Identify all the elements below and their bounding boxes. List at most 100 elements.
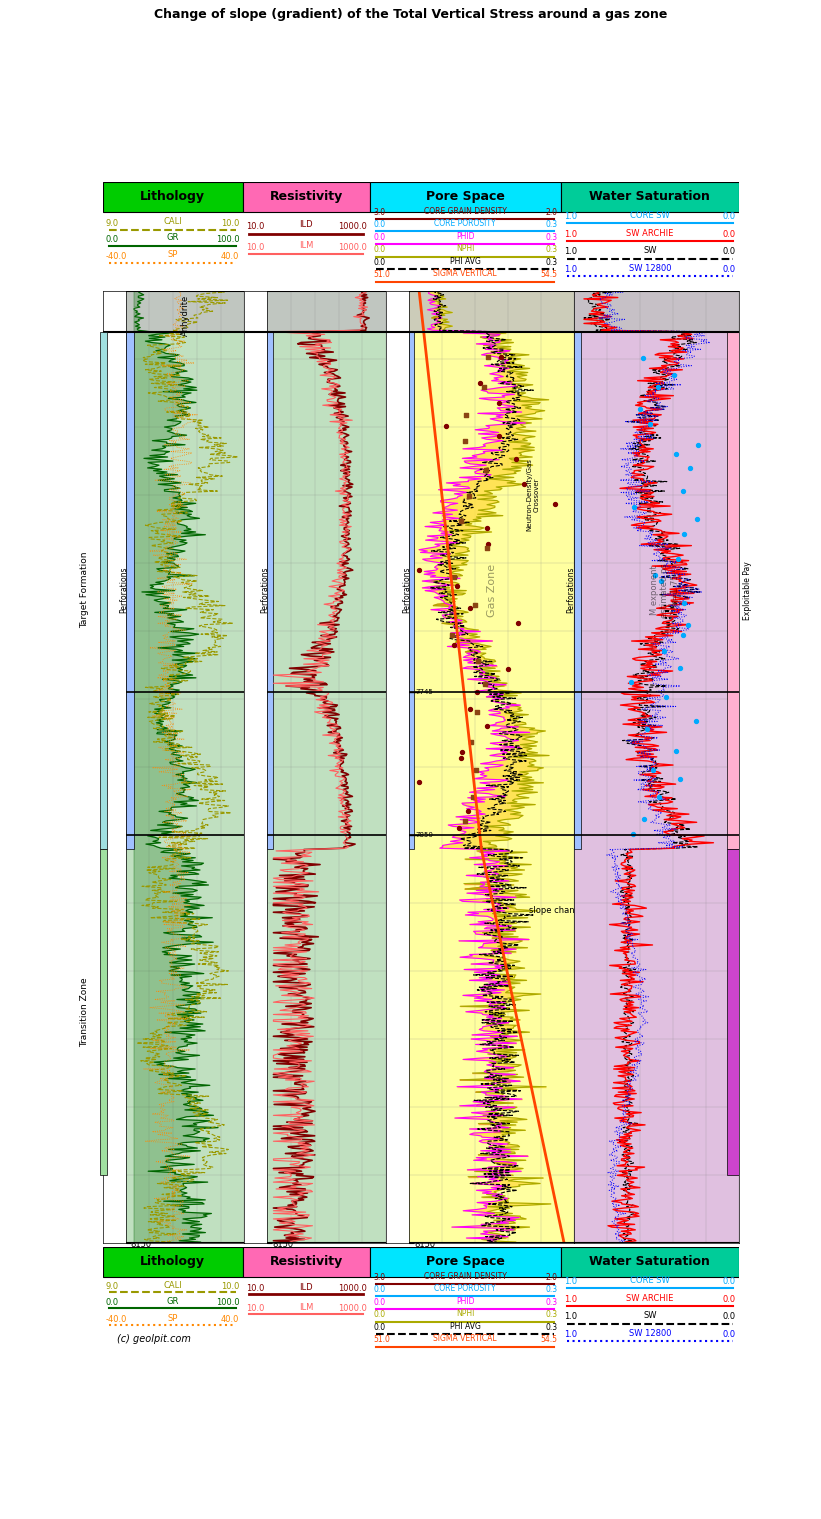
- Text: 40.0: 40.0: [221, 1314, 240, 1323]
- Point: [481, 532, 494, 556]
- Text: GR: GR: [167, 232, 179, 242]
- Bar: [243, 182, 370, 211]
- Point: [671, 547, 684, 571]
- Text: 0.0: 0.0: [373, 1285, 385, 1294]
- Point: [633, 396, 646, 421]
- Point: [677, 591, 690, 615]
- Bar: [99, 331, 107, 849]
- Text: 3.0: 3.0: [373, 1273, 385, 1282]
- Text: 0.0: 0.0: [722, 211, 736, 220]
- Text: Resistivity: Resistivity: [269, 190, 343, 204]
- Text: -40.0: -40.0: [106, 252, 127, 261]
- Point: [674, 656, 687, 681]
- Text: Perforations: Perforations: [402, 567, 411, 614]
- Text: 1.0: 1.0: [564, 229, 577, 238]
- Point: [480, 516, 493, 541]
- Text: 3.0: 3.0: [373, 208, 385, 217]
- Text: 100.0: 100.0: [216, 1297, 240, 1306]
- Text: 0.3: 0.3: [545, 1311, 557, 1320]
- Point: [469, 594, 482, 618]
- Bar: [727, 331, 739, 849]
- Text: 0.3: 0.3: [545, 246, 557, 254]
- Point: [463, 595, 476, 620]
- Text: 100.0: 100.0: [216, 235, 240, 245]
- Text: Anhydrite: Anhydrite: [181, 295, 190, 336]
- Point: [646, 758, 659, 782]
- Text: SW 12800: SW 12800: [629, 264, 671, 273]
- Point: [458, 810, 471, 834]
- Text: CORE SW: CORE SW: [630, 1276, 670, 1285]
- Point: [626, 822, 640, 846]
- Text: Water Saturation: Water Saturation: [589, 1256, 710, 1268]
- Point: [460, 403, 473, 427]
- Text: 7745: 7745: [415, 690, 433, 696]
- Text: 0.0: 0.0: [373, 1311, 385, 1320]
- Point: [450, 573, 463, 597]
- Bar: [561, 1247, 739, 1276]
- Text: SW: SW: [643, 246, 657, 255]
- Text: CORE POROSITY: CORE POROSITY: [434, 219, 496, 228]
- Point: [637, 346, 650, 371]
- Text: Gas Zone: Gas Zone: [487, 564, 497, 617]
- Text: ILM: ILM: [299, 1303, 314, 1312]
- Text: 10.0: 10.0: [245, 1284, 264, 1293]
- Text: (c) geolpit.com: (c) geolpit.com: [117, 1334, 190, 1343]
- Point: [548, 491, 562, 515]
- Text: 2.0: 2.0: [546, 1273, 557, 1282]
- Text: 10.0: 10.0: [221, 219, 240, 228]
- Point: [652, 375, 665, 399]
- Point: [470, 700, 483, 725]
- Text: 0.0: 0.0: [722, 266, 736, 275]
- Text: 0.0: 0.0: [373, 220, 385, 229]
- Text: 0.3: 0.3: [545, 1323, 557, 1332]
- Text: Resistivity: Resistivity: [269, 1256, 343, 1268]
- Text: SP: SP: [167, 1314, 178, 1323]
- Point: [469, 758, 482, 782]
- Point: [625, 670, 638, 694]
- Point: [479, 459, 493, 483]
- Text: PHID: PHID: [456, 232, 475, 240]
- Text: Target Formation: Target Formation: [80, 551, 89, 629]
- Text: PHI AVG: PHI AVG: [450, 1322, 481, 1331]
- Text: Exploitable Pay: Exploitable Pay: [743, 561, 752, 620]
- Point: [652, 785, 665, 810]
- Text: Change of slope (gradient) of the Total Vertical Stress around a gas zone: Change of slope (gradient) of the Total …: [154, 8, 667, 21]
- Bar: [268, 290, 386, 331]
- Text: 0.3: 0.3: [545, 220, 557, 229]
- Point: [481, 345, 494, 369]
- Point: [493, 424, 506, 448]
- Text: 10.0: 10.0: [245, 243, 264, 252]
- Text: 0.0: 0.0: [722, 248, 736, 257]
- Text: Pore Space: Pore Space: [426, 1256, 505, 1268]
- Point: [667, 363, 681, 387]
- Text: ILD: ILD: [300, 1284, 313, 1293]
- Text: 9.0: 9.0: [106, 1282, 119, 1291]
- Bar: [409, 331, 414, 849]
- Point: [447, 632, 460, 656]
- Point: [673, 767, 686, 791]
- Point: [466, 785, 479, 810]
- Point: [412, 770, 425, 794]
- Text: CALI: CALI: [163, 1281, 182, 1290]
- Bar: [103, 182, 243, 211]
- Text: ILD: ILD: [300, 220, 313, 229]
- Text: 54.5: 54.5: [540, 270, 557, 279]
- Bar: [727, 849, 739, 1176]
- Text: 0.3: 0.3: [545, 1285, 557, 1294]
- Point: [454, 746, 467, 770]
- Bar: [243, 1247, 370, 1276]
- Text: SW 12800: SW 12800: [629, 1329, 671, 1338]
- Text: 0.0: 0.0: [373, 1297, 385, 1306]
- Point: [637, 807, 650, 831]
- Text: M exponent
estimated ps
m=1.75: M exponent estimated ps m=1.75: [650, 562, 680, 618]
- Text: 10.0: 10.0: [221, 1282, 240, 1291]
- Point: [640, 717, 654, 741]
- Point: [628, 495, 641, 519]
- Point: [478, 375, 491, 399]
- Point: [494, 345, 507, 369]
- Text: slope change: slope change: [530, 905, 585, 914]
- Text: CALI: CALI: [163, 217, 182, 226]
- Bar: [126, 290, 245, 331]
- Point: [470, 681, 484, 705]
- Point: [463, 485, 476, 509]
